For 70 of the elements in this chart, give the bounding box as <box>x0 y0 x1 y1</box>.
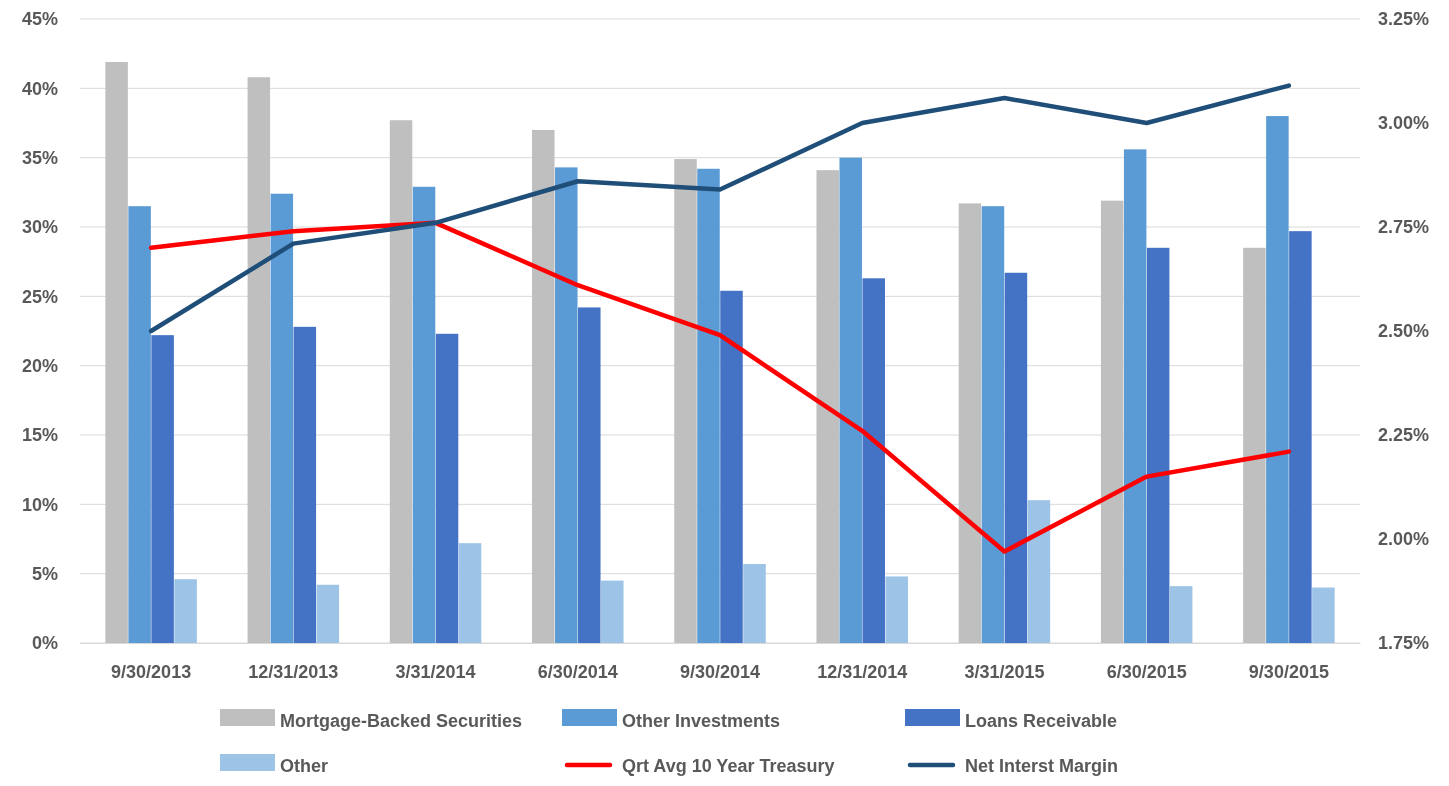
bar <box>555 167 578 643</box>
bar <box>1146 247 1170 643</box>
y-tick-label: 35% <box>21 147 58 168</box>
y-tick-label: 10% <box>21 494 58 515</box>
bar <box>697 168 720 643</box>
x-tick-label: 9/30/2014 <box>679 661 761 682</box>
y2-tick-label: 2.25% <box>1378 425 1430 446</box>
bar <box>1266 116 1289 643</box>
bar <box>1004 272 1028 643</box>
bar <box>316 584 340 643</box>
y-tick-label: 15% <box>21 425 58 446</box>
legend-label: Net Interst Margin <box>965 756 1119 776</box>
y2-tick-label: 1.75% <box>1378 633 1430 654</box>
y2-tick-label: 2.50% <box>1378 321 1430 342</box>
bar <box>720 290 743 643</box>
bar <box>674 159 697 643</box>
bar <box>293 326 317 643</box>
y-tick-label: 45% <box>21 9 58 30</box>
y-tick-label: 30% <box>21 217 58 238</box>
bar <box>839 157 862 643</box>
bar <box>578 307 601 643</box>
bar <box>270 193 294 643</box>
bar <box>1289 231 1312 643</box>
bar <box>151 335 174 643</box>
bar <box>1100 200 1124 643</box>
bar <box>1123 149 1147 643</box>
y-tick-label: 0% <box>31 633 58 654</box>
legend-label: Other <box>280 756 329 776</box>
bar <box>958 203 982 643</box>
bar <box>743 563 766 643</box>
bar <box>1243 247 1266 643</box>
legend-label: Mortgage-Backed Securities <box>280 711 523 731</box>
legend-label: Qrt Avg 10 Year Treasury <box>622 756 835 776</box>
y-tick-label: 40% <box>21 78 58 99</box>
bar <box>1312 587 1335 643</box>
bar <box>174 579 197 643</box>
bar <box>128 206 151 643</box>
y2-tick-label: 2.00% <box>1378 529 1430 550</box>
bar <box>458 543 482 643</box>
x-tick-label: 3/31/2014 <box>395 661 476 682</box>
bar <box>435 333 459 643</box>
line-series <box>148 83 1292 334</box>
bar <box>412 186 436 643</box>
y-tick-label: 25% <box>21 286 58 307</box>
bar <box>1169 586 1193 643</box>
legend-label: Loans Receivable <box>965 711 1118 731</box>
x-tick-label: 12/31/2013 <box>248 661 339 682</box>
bar <box>862 278 885 643</box>
y2-tick-label: 2.75% <box>1378 217 1430 238</box>
x-tick-label: 6/30/2014 <box>537 661 618 682</box>
bar <box>1027 500 1051 643</box>
bar <box>601 580 624 643</box>
y2-tick-label: 3.00% <box>1378 113 1430 134</box>
bar <box>105 61 128 643</box>
x-tick-label: 3/31/2015 <box>964 661 1045 682</box>
bar <box>885 576 908 643</box>
x-tick-label: 9/30/2013 <box>111 661 192 682</box>
y-tick-label: 20% <box>21 355 58 376</box>
bar <box>532 129 555 643</box>
bar <box>816 170 839 643</box>
x-tick-label: 6/30/2015 <box>1106 661 1187 682</box>
y2-tick-label: 3.25% <box>1378 9 1430 30</box>
legend-label: Other Investments <box>622 711 781 731</box>
bar <box>389 120 413 643</box>
line-series <box>148 220 1292 554</box>
y-tick-label: 5% <box>31 563 58 584</box>
bar <box>981 206 1005 643</box>
bar <box>247 77 271 643</box>
x-tick-label: 9/30/2015 <box>1248 661 1329 682</box>
x-tick-label: 12/31/2014 <box>817 661 908 682</box>
